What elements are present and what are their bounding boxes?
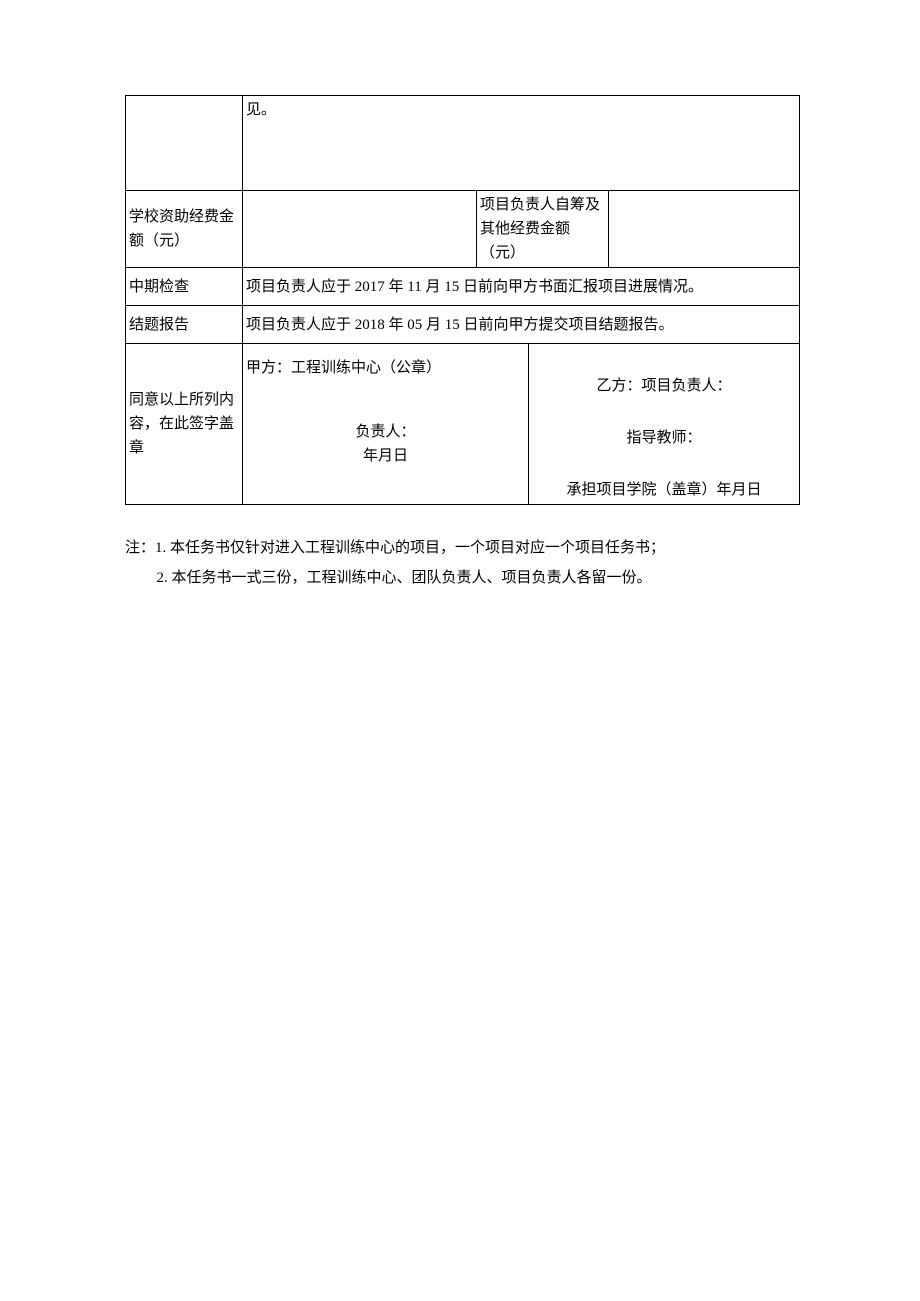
continuation-text-cell: 见。 bbox=[243, 96, 800, 191]
task-form-table: 见。 学校资助经费金额（元） 项目负责人自筹及其他经费金额（元） 中期检查 项目… bbox=[125, 95, 800, 505]
table-row-header-continuation: 见。 bbox=[126, 96, 800, 191]
party-b-college: 承担项目学院（盖章）年月日 bbox=[532, 478, 796, 502]
party-a-date: 年月日 bbox=[246, 444, 525, 468]
empty-cell bbox=[126, 96, 243, 191]
school-funding-value bbox=[243, 191, 477, 268]
midterm-text: 项目负责人应于 2017 年 11 月 15 日前向甲方书面汇报项目进展情况。 bbox=[243, 268, 800, 306]
party-a-title: 甲方：工程训练中心（公章） bbox=[246, 356, 525, 380]
party-b-cell: 乙方：项目负责人： 指导教师： 承担项目学院（盖章）年月日 bbox=[529, 344, 800, 505]
self-funding-label: 项目负责人自筹及其他经费金额（元） bbox=[477, 191, 609, 268]
sign-label: 同意以上所列内容，在此签字盖章 bbox=[126, 344, 243, 505]
table-row-midterm: 中期检查 项目负责人应于 2017 年 11 月 15 日前向甲方书面汇报项目进… bbox=[126, 268, 800, 306]
final-text: 项目负责人应于 2018 年 05 月 15 日前向甲方提交项目结题报告。 bbox=[243, 306, 800, 344]
midterm-label: 中期检查 bbox=[126, 268, 243, 306]
note-line-2: 2. 本任务书一式三份，工程训练中心、团队负责人、项目负责人各留一份。 bbox=[125, 563, 800, 593]
party-a-cell: 甲方：工程训练中心（公章） 负责人： 年月日 bbox=[243, 344, 529, 505]
notes-section: 注：1. 本任务书仅针对进入工程训练中心的项目，一个项目对应一个项目任务书； 2… bbox=[125, 533, 800, 593]
final-label: 结题报告 bbox=[126, 306, 243, 344]
table-row-final: 结题报告 项目负责人应于 2018 年 05 月 15 日前向甲方提交项目结题报… bbox=[126, 306, 800, 344]
party-a-leader: 负责人： bbox=[246, 420, 525, 444]
party-b-teacher: 指导教师： bbox=[532, 426, 796, 450]
table-row-funding: 学校资助经费金额（元） 项目负责人自筹及其他经费金额（元） bbox=[126, 191, 800, 268]
table-row-sign: 同意以上所列内容，在此签字盖章 甲方：工程训练中心（公章） 负责人： 年月日 乙… bbox=[126, 344, 800, 505]
self-funding-value bbox=[609, 191, 800, 268]
party-a-details: 负责人： 年月日 bbox=[246, 420, 525, 468]
party-b-leader: 乙方：项目负责人： bbox=[532, 374, 796, 398]
school-funding-label: 学校资助经费金额（元） bbox=[126, 191, 243, 268]
note-line-1: 注：1. 本任务书仅针对进入工程训练中心的项目，一个项目对应一个项目任务书； bbox=[125, 533, 800, 563]
